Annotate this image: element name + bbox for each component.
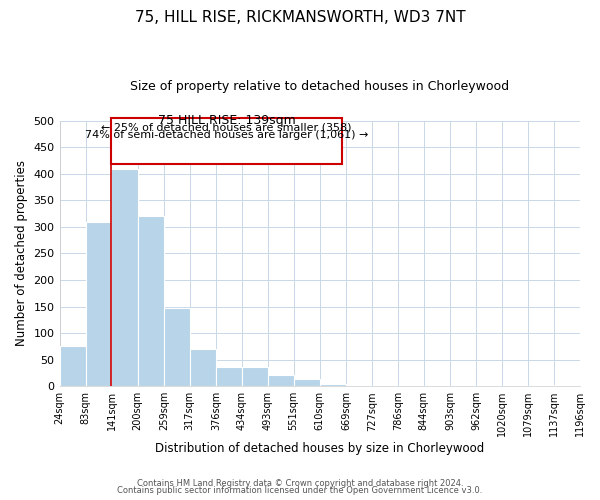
- Bar: [293, 379, 320, 386]
- Bar: [268, 374, 293, 386]
- Bar: [242, 366, 268, 386]
- Bar: [112, 118, 342, 164]
- Bar: [86, 222, 112, 386]
- Bar: [320, 384, 346, 386]
- Bar: [137, 216, 164, 386]
- Bar: [190, 349, 216, 386]
- Text: Contains public sector information licensed under the Open Government Licence v3: Contains public sector information licen…: [118, 486, 482, 495]
- Bar: [112, 170, 137, 386]
- Title: Size of property relative to detached houses in Chorleywood: Size of property relative to detached ho…: [130, 80, 509, 93]
- Y-axis label: Number of detached properties: Number of detached properties: [15, 160, 28, 346]
- Text: 75, HILL RISE, RICKMANSWORTH, WD3 7NT: 75, HILL RISE, RICKMANSWORTH, WD3 7NT: [134, 10, 466, 25]
- Text: 75 HILL RISE: 139sqm: 75 HILL RISE: 139sqm: [158, 114, 296, 127]
- Bar: [164, 308, 190, 386]
- Bar: [216, 366, 242, 386]
- Text: Contains HM Land Registry data © Crown copyright and database right 2024.: Contains HM Land Registry data © Crown c…: [137, 478, 463, 488]
- Text: 74% of semi-detached houses are larger (1,061) →: 74% of semi-detached houses are larger (…: [85, 130, 368, 140]
- Text: ← 25% of detached houses are smaller (358): ← 25% of detached houses are smaller (35…: [101, 123, 352, 133]
- X-axis label: Distribution of detached houses by size in Chorleywood: Distribution of detached houses by size …: [155, 442, 484, 455]
- Bar: [554, 385, 580, 386]
- Bar: [59, 346, 86, 386]
